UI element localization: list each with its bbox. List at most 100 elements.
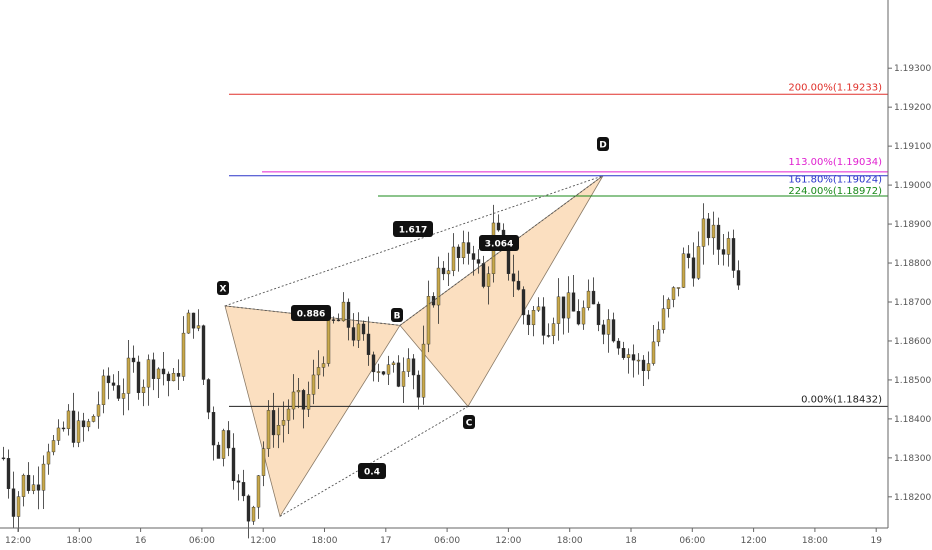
candle-body (6, 457, 11, 489)
candle-body (71, 410, 76, 443)
candle-body (536, 306, 541, 311)
candle-body (551, 323, 556, 336)
candle-body (366, 333, 371, 355)
candle-body (196, 325, 201, 329)
x-tick-label: 18:00 (557, 536, 583, 546)
candle-body (376, 371, 381, 373)
candle-body (406, 358, 411, 372)
candle-body (346, 301, 351, 328)
candle-body (101, 375, 106, 405)
candle-body (646, 363, 651, 372)
candle-body (11, 488, 16, 517)
candle-body (461, 242, 466, 259)
candle-body (201, 325, 206, 380)
candle-body (206, 379, 211, 413)
candle-body (446, 270, 451, 275)
candle-body (606, 319, 611, 335)
candle-body (211, 412, 216, 446)
candle-body (251, 506, 256, 522)
ratio-line (224, 175, 604, 307)
candle-body (131, 357, 136, 363)
candle-body (96, 404, 101, 417)
candle-body (601, 324, 606, 335)
candle-body (541, 306, 546, 336)
y-tick-label: 1.18600 (894, 337, 931, 347)
candle-body (531, 310, 536, 326)
x-tick-label: 06:00 (679, 536, 705, 546)
ratio-badge (291, 305, 331, 321)
candle-body (496, 222, 501, 231)
candle-body (51, 440, 56, 453)
candle-body (636, 359, 641, 362)
x-tick-label: 12:00 (495, 536, 521, 546)
candle-body (466, 242, 471, 254)
candle-body (486, 273, 491, 287)
candle-body (411, 358, 416, 376)
candle-body (141, 386, 146, 393)
candle-body (111, 382, 116, 386)
candle-body (321, 363, 326, 368)
candle-body (476, 259, 481, 264)
candle-body (316, 367, 321, 376)
candle-body (611, 319, 616, 342)
x-tick-label: 06:00 (434, 536, 460, 546)
candle-body (1, 457, 6, 460)
candle-body (176, 372, 181, 377)
candle-body (216, 444, 221, 459)
candle-body (546, 335, 551, 337)
ratio-label: 0.4 (364, 468, 380, 478)
pattern-point-label: X (220, 285, 227, 295)
x-tick-label: 12:00 (741, 536, 767, 546)
candle-body (656, 329, 661, 343)
x-tick-label: 18:00 (66, 536, 92, 546)
x-tick-label: 19 (870, 536, 882, 546)
candle-body (631, 354, 636, 361)
ratio-line (279, 406, 469, 517)
candle-body (66, 410, 71, 429)
candle-body (456, 246, 461, 259)
pattern-labels: 0.886 1.617 0.4 3.064 X B C D (217, 137, 609, 479)
y-tick-label: 1.19200 (894, 103, 931, 113)
candle-body (566, 292, 571, 319)
y-tick-label: 1.18500 (894, 376, 931, 386)
y-tick-label: 1.19100 (894, 142, 931, 152)
candle-body (361, 323, 366, 335)
candle-body (371, 354, 376, 373)
pattern-point-badge (597, 137, 609, 151)
candle-body (571, 292, 576, 312)
candle-body (356, 323, 361, 341)
pattern-point-label: C (466, 419, 473, 429)
candle-body (451, 246, 456, 271)
candle-body (716, 224, 721, 250)
candle-body (231, 447, 236, 482)
candle-body (191, 312, 196, 329)
candle-body (621, 348, 626, 358)
candle-body (416, 374, 421, 398)
candlestick-series (1, 203, 741, 539)
y-tick-label: 1.19300 (894, 64, 931, 74)
candle-body (651, 341, 656, 364)
candle-body (336, 319, 341, 322)
candle-body (311, 374, 316, 395)
candle-body (81, 420, 86, 428)
candle-body (76, 420, 81, 443)
candle-body (156, 368, 161, 379)
fib-level-label: 161.80%(1.19024) (788, 175, 882, 186)
candle-body (581, 307, 586, 325)
candle-body (61, 427, 66, 430)
candle-body (171, 372, 176, 382)
candle-body (86, 421, 91, 428)
candle-body (306, 394, 311, 410)
candle-body (341, 301, 346, 322)
y-tick-label: 1.18900 (894, 220, 931, 230)
candle-body (426, 296, 431, 345)
ratio-badge (358, 463, 386, 479)
candle-body (696, 246, 701, 279)
candle-body (586, 290, 591, 308)
candle-body (596, 303, 601, 326)
candle-body (386, 364, 391, 375)
candle-body (681, 253, 686, 288)
candle-body (246, 495, 251, 522)
candle-body (676, 287, 681, 289)
